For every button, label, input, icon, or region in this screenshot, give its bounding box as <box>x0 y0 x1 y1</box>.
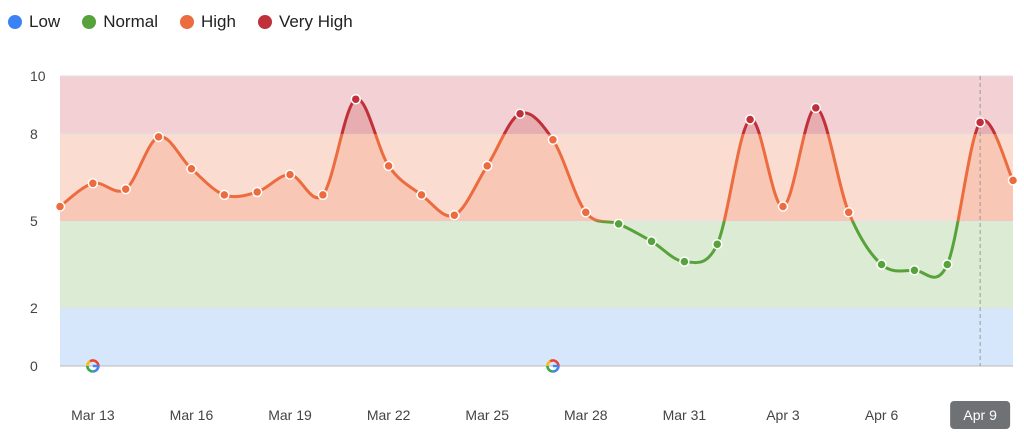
legend-dot-high <box>179 15 194 29</box>
x-tick-label: Mar 16 <box>170 407 214 423</box>
data-point[interactable] <box>909 265 920 276</box>
data-point[interactable] <box>679 256 690 267</box>
legend-label-high: High <box>200 12 236 31</box>
data-point[interactable] <box>974 117 986 128</box>
x-tick-label: Mar 22 <box>367 407 411 423</box>
data-point[interactable] <box>416 189 427 201</box>
legend-item-very-high[interactable]: Very High <box>257 12 353 32</box>
band-very-high <box>60 76 1013 134</box>
data-point[interactable] <box>777 201 789 212</box>
data-point[interactable] <box>284 169 296 180</box>
data-point[interactable] <box>449 209 460 221</box>
data-point[interactable] <box>580 207 592 218</box>
band-low <box>60 308 1013 366</box>
data-point[interactable] <box>744 114 756 125</box>
selected-x-badge[interactable] <box>950 401 1011 429</box>
x-tick-label: Mar 19 <box>268 407 312 423</box>
y-tick-label-10: 10 <box>30 68 46 84</box>
x-tick-label: Apr 6 <box>865 407 899 423</box>
x-tick-label: Mar 31 <box>663 407 707 423</box>
band-normal <box>60 221 1013 308</box>
chart-legend: Low Normal High Very High <box>8 12 353 32</box>
data-point[interactable] <box>120 183 131 195</box>
legend-item-low[interactable]: Low <box>8 12 60 32</box>
data-point[interactable] <box>514 108 526 119</box>
data-point[interactable] <box>350 93 362 105</box>
data-point[interactable] <box>843 207 854 218</box>
data-point[interactable] <box>317 189 329 201</box>
data-point[interactable] <box>186 163 197 175</box>
x-tick-label: Mar 25 <box>465 407 509 423</box>
legend-dot-normal <box>82 15 97 29</box>
legend-label-very-high: Very High <box>278 12 353 31</box>
x-tick-label-selected: Apr 9 <box>963 407 997 423</box>
series-line-normal <box>594 221 960 279</box>
legend-dot-low <box>8 15 22 29</box>
data-point[interactable] <box>646 236 657 247</box>
data-point[interactable] <box>711 238 723 250</box>
data-point[interactable] <box>87 178 99 189</box>
google-icon[interactable] <box>546 359 560 373</box>
google-icon[interactable] <box>86 359 100 373</box>
data-point[interactable] <box>547 134 559 146</box>
data-point[interactable] <box>481 160 493 172</box>
x-tick-label: Mar 13 <box>71 407 115 423</box>
data-point[interactable] <box>613 218 624 230</box>
y-tick-label-2: 2 <box>30 300 38 316</box>
x-tick-label: Mar 28 <box>564 407 608 423</box>
data-point[interactable] <box>1007 175 1019 186</box>
data-point[interactable] <box>219 189 230 201</box>
data-point[interactable] <box>251 186 263 198</box>
legend-label-normal: Normal <box>103 12 158 31</box>
x-tick-label: Apr 3 <box>766 407 800 423</box>
data-point[interactable] <box>876 259 887 270</box>
legend-dot-very-high <box>257 15 272 29</box>
band-high <box>60 134 1013 221</box>
legend-item-high[interactable]: High <box>179 12 236 32</box>
y-tick-label-8: 8 <box>30 126 38 142</box>
data-point[interactable] <box>383 160 394 172</box>
data-point[interactable] <box>153 131 164 143</box>
y-tick-label-0: 0 <box>30 358 38 374</box>
y-tick-label-5: 5 <box>30 213 38 229</box>
area-fill-high <box>60 134 1013 221</box>
data-point[interactable] <box>54 201 66 212</box>
data-point[interactable] <box>810 102 822 114</box>
legend-label-low: Low <box>29 12 61 31</box>
legend-item-normal[interactable]: Normal <box>82 12 158 32</box>
data-point[interactable] <box>942 259 953 270</box>
